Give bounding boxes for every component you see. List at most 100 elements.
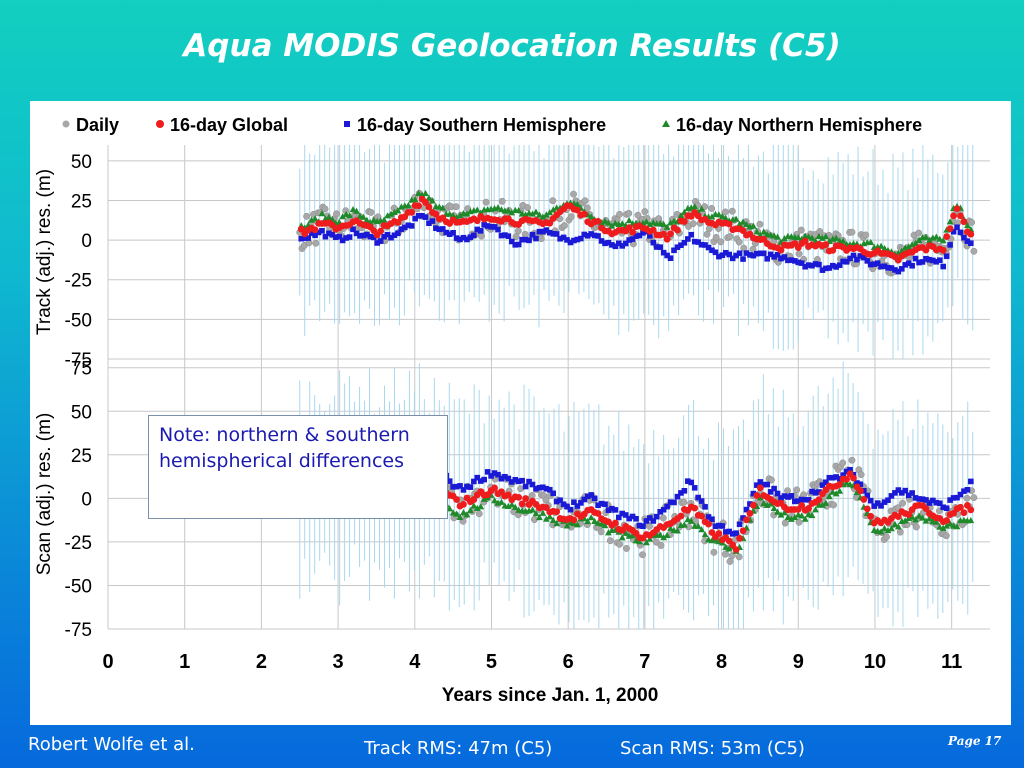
southern-point (533, 485, 539, 492)
northern-point (767, 500, 775, 507)
southern-point (526, 478, 532, 485)
southern-point (647, 515, 653, 521)
southern-point (778, 495, 784, 501)
southern-point (750, 490, 757, 497)
northern-point (888, 525, 895, 532)
global-point (432, 210, 440, 218)
southern-point (436, 226, 443, 233)
southern-point (391, 232, 398, 239)
southern-point (785, 494, 791, 500)
southern-point (705, 514, 712, 520)
y-axis-label: Scan (adj.) res. (m) (34, 413, 55, 576)
southern-point (647, 232, 653, 239)
global-point (739, 527, 747, 535)
daily-point (498, 197, 506, 205)
global-point (553, 508, 561, 516)
southern-point (615, 514, 622, 521)
southern-point (612, 243, 619, 250)
global-point (822, 241, 830, 248)
northern-point (477, 503, 485, 510)
global-point (377, 227, 385, 235)
global-point (863, 505, 871, 513)
southern-point (622, 240, 629, 247)
southern-point (916, 259, 922, 266)
x-tick-label: 6 (563, 651, 574, 673)
southern-point (636, 522, 643, 529)
southern-point (812, 261, 819, 267)
southern-point (750, 252, 757, 259)
northern-point (915, 236, 923, 243)
northern-point (794, 233, 802, 241)
southern-point (930, 497, 936, 504)
northern-point (508, 501, 516, 508)
southern-point (698, 498, 705, 504)
northern-point (380, 216, 388, 223)
southern-point (650, 518, 657, 524)
southern-point (588, 492, 594, 498)
northern-point (391, 208, 398, 215)
daily-point (514, 227, 522, 235)
northern-point (691, 203, 699, 210)
global-point (705, 520, 712, 528)
southern-point (671, 247, 677, 254)
northern-point (718, 213, 726, 220)
daily-point (795, 518, 803, 526)
northern-point (466, 506, 474, 514)
northern-point (680, 521, 688, 528)
northern-point (677, 212, 685, 219)
northern-point (546, 513, 554, 520)
northern-point (456, 211, 464, 219)
southern-point (802, 263, 808, 270)
southern-point (805, 262, 812, 268)
southern-point (595, 233, 601, 239)
northern-point (618, 534, 626, 541)
y-tick-label: 75 (71, 359, 92, 380)
northern-point (504, 207, 512, 214)
global-point (867, 512, 875, 520)
southern-point (332, 234, 339, 241)
southern-point (395, 230, 401, 237)
southern-point (660, 249, 667, 256)
southern-point (819, 482, 826, 488)
northern-point (353, 207, 360, 214)
southern-point (874, 500, 881, 506)
southern-point (315, 229, 322, 236)
southern-point (919, 496, 926, 503)
global-point (850, 474, 857, 482)
northern-point (491, 497, 498, 504)
southern-point (578, 235, 584, 242)
x-tick-label: 2 (256, 651, 267, 673)
daily-point (735, 238, 743, 246)
global-point (698, 512, 706, 520)
southern-point (477, 228, 484, 234)
southern-point (384, 231, 391, 238)
southern-point (477, 478, 484, 484)
southern-point (519, 477, 525, 484)
global-point (801, 237, 809, 245)
southern-point (678, 242, 684, 249)
southern-point (726, 251, 733, 258)
southern-point (850, 252, 857, 259)
southern-point (301, 235, 308, 241)
southern-point (660, 506, 667, 513)
daily-point (795, 250, 803, 258)
northern-point (687, 517, 695, 524)
daily-point (862, 231, 870, 239)
northern-point (877, 242, 885, 249)
footer-author: Robert Wolfe et al. (28, 734, 195, 755)
y-tick-label: 50 (71, 402, 92, 423)
legend: Daily 16-day Global 16-day Southern Hemisp… (62, 115, 922, 135)
southern-point (353, 230, 360, 237)
southern-point (685, 478, 691, 484)
southern-point (653, 244, 660, 250)
northern-point (832, 234, 840, 241)
y-tick-label: 25 (71, 191, 92, 212)
southern-point (757, 250, 764, 257)
southern-point (843, 259, 850, 265)
southern-point (671, 499, 677, 506)
southern-point (488, 224, 494, 230)
global-point (611, 519, 619, 527)
daily-point (625, 209, 633, 217)
southern-point (550, 490, 557, 497)
